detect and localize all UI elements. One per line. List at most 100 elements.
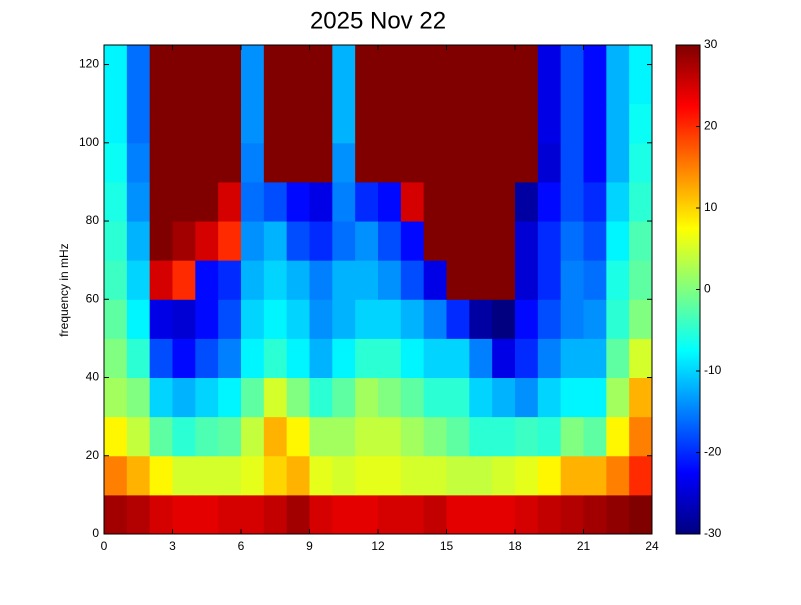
heat-cell — [537, 142, 562, 183]
heat-cell — [104, 181, 128, 222]
heat-cell — [172, 455, 196, 496]
heat-cell — [423, 142, 447, 183]
heat-cell — [332, 338, 356, 379]
heat-cell — [446, 142, 470, 183]
heat-cell — [378, 221, 402, 261]
heat-cell — [218, 377, 242, 418]
heat-cell — [400, 181, 425, 222]
heat-cell — [446, 455, 470, 496]
heat-cell — [332, 299, 356, 339]
heat-cell — [172, 377, 196, 418]
colorbar-tick-label: 0 — [704, 282, 711, 296]
heat-cell — [286, 494, 310, 535]
heat-cell — [104, 260, 128, 300]
heat-cell — [149, 221, 173, 261]
heat-cell — [606, 416, 630, 457]
heat-cell — [263, 494, 288, 535]
heat-cell — [469, 45, 493, 66]
heat-cell — [241, 103, 265, 144]
heat-cell — [263, 45, 288, 66]
heat-cell — [286, 64, 310, 105]
heat-cell — [629, 494, 653, 535]
heat-cell — [515, 494, 539, 535]
heat-cell — [446, 338, 470, 379]
heat-cell — [423, 221, 447, 261]
heat-cell — [537, 221, 562, 261]
heat-cell — [355, 299, 379, 339]
heat-cell — [355, 103, 379, 144]
heat-cell — [263, 416, 288, 457]
heat-cell — [149, 64, 173, 105]
heat-cell — [218, 142, 242, 183]
heat-cell — [492, 64, 516, 105]
heat-cell — [469, 377, 493, 418]
heat-cell — [492, 377, 516, 418]
heat-cell — [560, 494, 584, 535]
heat-cell — [423, 416, 447, 457]
heat-cell — [400, 103, 425, 144]
heat-cell — [583, 455, 607, 496]
heat-cell — [446, 260, 470, 300]
heat-cell — [469, 299, 493, 339]
heat-cell — [400, 45, 425, 66]
heat-cell — [332, 142, 356, 183]
heat-cell — [263, 260, 288, 300]
heat-cell — [195, 103, 219, 144]
heat-cell — [195, 338, 219, 379]
heat-cell — [378, 181, 402, 222]
heat-cell — [218, 494, 242, 535]
heat-cell — [172, 64, 196, 105]
colorbar-tick-label: -30 — [704, 526, 722, 540]
heat-cell — [378, 103, 402, 144]
heat-cell — [492, 221, 516, 261]
heat-cell — [446, 221, 470, 261]
x-tick-label: 9 — [306, 539, 313, 553]
heat-cell — [218, 221, 242, 261]
heat-cell — [446, 103, 470, 144]
heat-cell — [355, 494, 379, 535]
heat-cell — [172, 494, 196, 535]
heat-cell — [446, 64, 470, 105]
heat-cell — [469, 260, 493, 300]
heat-cell — [218, 416, 242, 457]
heat-cell — [195, 260, 219, 300]
heat-cell — [263, 64, 288, 105]
heat-cell — [400, 494, 425, 535]
heat-cell — [469, 64, 493, 105]
heat-cell — [126, 338, 151, 379]
heat-cell — [560, 416, 584, 457]
heat-cell — [606, 494, 630, 535]
heat-cell — [629, 455, 653, 496]
heat-cell — [492, 142, 516, 183]
heat-cell — [172, 299, 196, 339]
heat-cell — [241, 181, 265, 222]
colorbar-tick-label: 20 — [704, 119, 718, 133]
heat-cell — [515, 45, 539, 66]
heat-cell — [537, 377, 562, 418]
heat-cell — [560, 338, 584, 379]
heat-cell — [263, 338, 288, 379]
heat-cell — [126, 45, 151, 66]
heat-cell — [629, 299, 653, 339]
heat-cell — [423, 103, 447, 144]
heat-cell — [560, 260, 584, 300]
heat-cell — [492, 181, 516, 222]
heat-cell — [583, 103, 607, 144]
heat-cell — [606, 299, 630, 339]
heat-cell — [149, 338, 173, 379]
heat-cell — [515, 416, 539, 457]
heat-cell — [263, 299, 288, 339]
heat-cell — [400, 455, 425, 496]
heat-cell — [104, 45, 128, 66]
heat-cell — [629, 142, 653, 183]
heat-cell — [583, 338, 607, 379]
y-tick-label: 80 — [86, 213, 100, 227]
x-tick-label: 24 — [645, 539, 659, 553]
heat-cell — [400, 416, 425, 457]
heat-cell — [172, 260, 196, 300]
heat-cell — [378, 416, 402, 457]
heat-cell — [560, 377, 584, 418]
heat-cell — [378, 64, 402, 105]
heat-cell — [286, 338, 310, 379]
